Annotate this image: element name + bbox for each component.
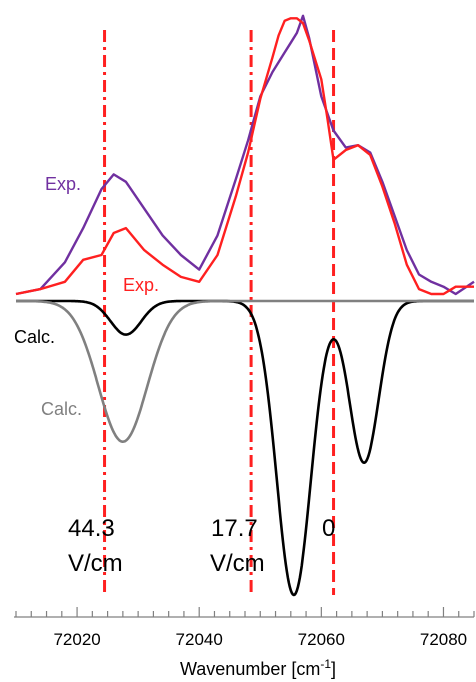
x-axis-tick-labels: 72020 72040 72060 72080 bbox=[53, 630, 467, 649]
marker-labels: 44.3 V/cm 17.7 V/cm 0 bbox=[68, 515, 335, 577]
annotation-calc-black: Calc. bbox=[14, 327, 55, 347]
x-tick-label: 72020 bbox=[53, 630, 100, 649]
marker-lines bbox=[103, 30, 336, 595]
marker-label-17-value: 17.7 bbox=[211, 515, 258, 542]
series-line-2 bbox=[15, 299, 475, 597]
marker-label-44-unit: V/cm bbox=[68, 550, 123, 577]
marker-label-0-value: 0 bbox=[322, 515, 335, 542]
curve-annotations: Exp. Exp. Calc. Calc. bbox=[14, 174, 159, 419]
x-axis: 72020 72040 72060 72080 Wavenumber [cm-1… bbox=[14, 607, 475, 679]
x-axis-ticks bbox=[15, 607, 475, 617]
x-axis-title-superscript: -1 bbox=[320, 657, 331, 671]
series-lines bbox=[15, 14, 475, 597]
x-axis-title-end: ] bbox=[331, 659, 336, 679]
annotation-exp-purple: Exp. bbox=[45, 174, 81, 194]
annotation-exp-red: Exp. bbox=[123, 275, 159, 295]
marker-label-17-unit: V/cm bbox=[210, 550, 265, 577]
x-axis-title: Wavenumber [cm-1] bbox=[180, 657, 336, 679]
x-tick-label: 72080 bbox=[420, 630, 467, 649]
series-line-3 bbox=[15, 299, 475, 443]
x-tick-label: 72060 bbox=[298, 630, 345, 649]
series-line-0 bbox=[15, 14, 475, 296]
annotation-calc-gray: Calc. bbox=[41, 399, 82, 419]
x-tick-label: 72040 bbox=[176, 630, 223, 649]
series-line-1 bbox=[15, 17, 474, 296]
marker-label-44-value: 44.3 bbox=[68, 515, 115, 542]
x-axis-title-text: Wavenumber [cm bbox=[180, 659, 320, 679]
